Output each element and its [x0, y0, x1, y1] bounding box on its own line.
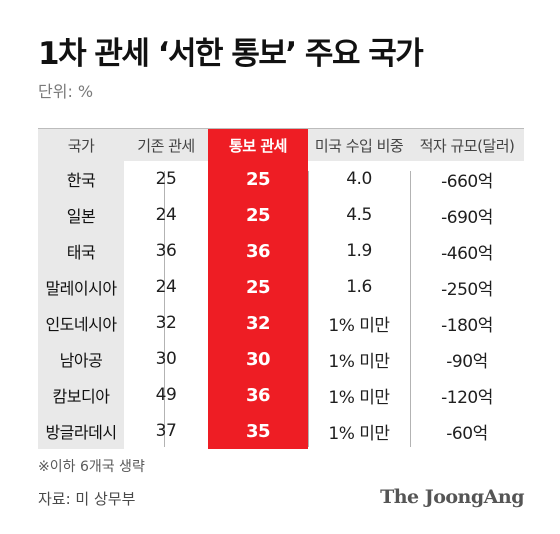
notified-tariff-cell: 35 — [245, 420, 271, 442]
import-share-cell: 1.9 — [346, 241, 372, 261]
notified-tariff-cell: 25 — [245, 204, 271, 226]
import-share-cell: 1% 미만 — [328, 387, 390, 408]
notified-tariff-cell: 30 — [245, 348, 271, 370]
chart-title: 1차 관세 ‘서한 통보’ 주요 국가 — [38, 36, 424, 72]
notified-tariff-cell: 25 — [245, 276, 271, 298]
country-cell: 캄보디아 — [52, 387, 110, 406]
column-divider — [410, 171, 411, 447]
country-cell: 방글라데시 — [45, 423, 117, 442]
deficit-cell: -120억 — [441, 387, 493, 408]
existing-tariff-cell: 24 — [155, 205, 177, 225]
deficit-cell: -180억 — [441, 315, 493, 336]
country-cell: 말레이시아 — [45, 279, 117, 298]
header-country: 국가 — [67, 136, 95, 155]
import-share-cell: 1.6 — [346, 277, 372, 297]
header-existing-tariff: 기존 관세 — [137, 136, 195, 155]
existing-tariff-cell: 24 — [155, 277, 177, 297]
notified-tariff-cell: 32 — [245, 312, 271, 334]
country-column-background — [38, 161, 124, 449]
deficit-cell: -60억 — [446, 423, 488, 444]
country-cell: 일본 — [66, 207, 96, 226]
deficit-cell: -90억 — [446, 351, 488, 372]
existing-tariff-cell: 25 — [155, 169, 177, 189]
header-notified-tariff: 통보 관세 — [229, 136, 287, 155]
existing-tariff-cell: 36 — [155, 241, 177, 261]
existing-tariff-cell: 37 — [155, 421, 177, 441]
column-divider — [308, 171, 309, 447]
country-cell: 태국 — [66, 243, 96, 262]
import-share-cell: 1% 미만 — [328, 351, 390, 372]
deficit-cell: -660억 — [441, 171, 493, 192]
notified-tariff-cell: 36 — [245, 384, 271, 406]
import-share-cell: 4.5 — [346, 205, 372, 225]
header-deficit-size: 적자 규모(달러) — [419, 136, 515, 155]
existing-tariff-cell: 30 — [155, 349, 177, 369]
country-cell: 남아공 — [59, 351, 103, 370]
deficit-cell: -250억 — [441, 279, 493, 300]
notified-tariff-cell: 25 — [245, 168, 271, 190]
country-cell: 인도네시아 — [45, 315, 117, 334]
footnote: ※이하 6개국 생략 — [38, 459, 145, 475]
existing-tariff-cell: 49 — [155, 385, 177, 405]
tariff-table: 국가 기존 관세 통보 관세 미국 수입 비중 적자 규모(달러) 한국 25 25 4.0 -6… — [38, 128, 524, 449]
column-divider — [164, 171, 165, 447]
notified-tariff-highlight-column — [208, 129, 308, 449]
import-share-cell: 4.0 — [346, 169, 372, 189]
import-share-cell: 1% 미만 — [328, 423, 390, 444]
notified-tariff-cell: 36 — [245, 240, 271, 262]
source-credit: 자료: 미 상무부 — [38, 490, 136, 508]
publisher-logo: The JoongAng — [380, 486, 524, 508]
unit-label: 단위: % — [38, 82, 94, 101]
header-us-import-share: 미국 수입 비중 — [314, 136, 404, 155]
existing-tariff-cell: 32 — [155, 313, 177, 333]
import-share-cell: 1% 미만 — [328, 315, 390, 336]
country-cell: 한국 — [66, 171, 96, 190]
deficit-cell: -690억 — [441, 207, 493, 228]
deficit-cell: -460억 — [441, 243, 493, 264]
